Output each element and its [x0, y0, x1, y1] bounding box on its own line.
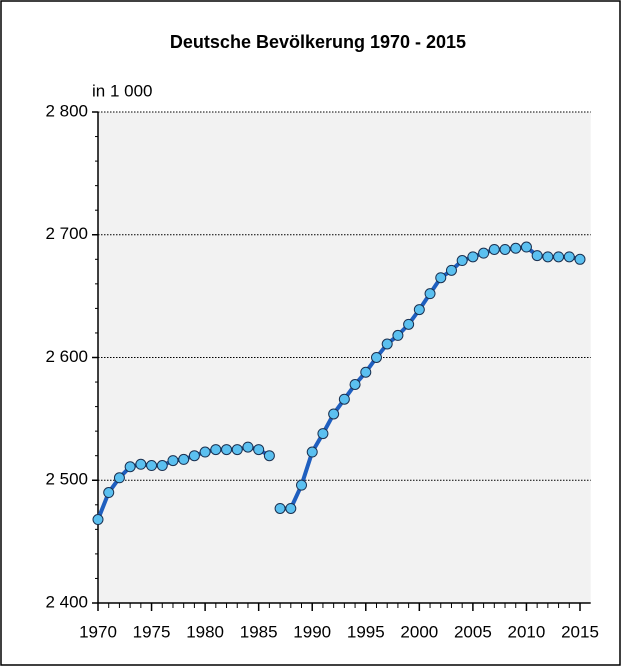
x-tick-label: 1975	[133, 622, 171, 641]
marker	[253, 444, 265, 456]
marker	[113, 472, 125, 484]
x-tick-label: 1970	[79, 622, 117, 641]
x-tick-label: 1985	[240, 622, 278, 641]
marker	[306, 446, 318, 458]
marker	[574, 253, 586, 265]
x-tick-label: 2000	[400, 622, 438, 641]
y-tick-label: 2 500	[45, 470, 88, 489]
marker	[563, 251, 575, 263]
y-unit-label: in 1 000	[92, 81, 153, 100]
x-tick-label: 2010	[508, 622, 546, 641]
marker	[456, 255, 468, 267]
marker	[478, 247, 490, 259]
marker	[338, 393, 350, 405]
marker	[242, 441, 254, 453]
marker	[445, 264, 457, 276]
marker	[424, 288, 436, 300]
marker	[178, 453, 190, 465]
y-tick-label: 2 700	[45, 224, 88, 243]
marker	[274, 502, 286, 514]
y-tick-label: 2 600	[45, 347, 88, 366]
marker	[531, 250, 543, 262]
marker	[392, 329, 404, 341]
marker	[124, 461, 136, 473]
marker	[156, 460, 168, 472]
marker	[553, 251, 565, 263]
marker	[167, 455, 179, 467]
marker	[263, 450, 275, 462]
marker	[285, 502, 297, 514]
marker	[370, 352, 382, 363]
x-tick-label: 1995	[347, 622, 385, 641]
marker	[542, 251, 554, 263]
marker	[317, 428, 329, 440]
marker	[349, 379, 361, 391]
x-tick-label: 2005	[454, 622, 492, 641]
marker	[499, 243, 511, 255]
marker	[296, 479, 308, 491]
x-tick-label: 1990	[293, 622, 331, 641]
marker	[488, 243, 500, 255]
marker	[199, 446, 211, 458]
x-tick-label: 1980	[186, 622, 224, 641]
chart-title: Deutsche Bevölkerung 1970 - 2015	[170, 32, 466, 52]
marker	[328, 408, 340, 420]
marker	[188, 450, 200, 462]
marker	[103, 487, 115, 499]
marker	[146, 460, 158, 472]
marker	[467, 251, 479, 263]
marker	[435, 272, 447, 284]
marker	[210, 444, 222, 456]
marker	[403, 318, 415, 330]
marker	[92, 514, 104, 526]
marker	[413, 304, 425, 316]
x-tick-label: 2015	[561, 622, 599, 641]
y-tick-label: 2 800	[45, 101, 88, 120]
marker	[360, 366, 372, 378]
marker	[135, 458, 147, 470]
y-tick-label: 2 400	[45, 592, 88, 611]
marker	[520, 241, 532, 253]
marker	[221, 444, 233, 456]
marker	[381, 338, 393, 350]
marker	[510, 242, 522, 254]
marker	[231, 444, 243, 456]
